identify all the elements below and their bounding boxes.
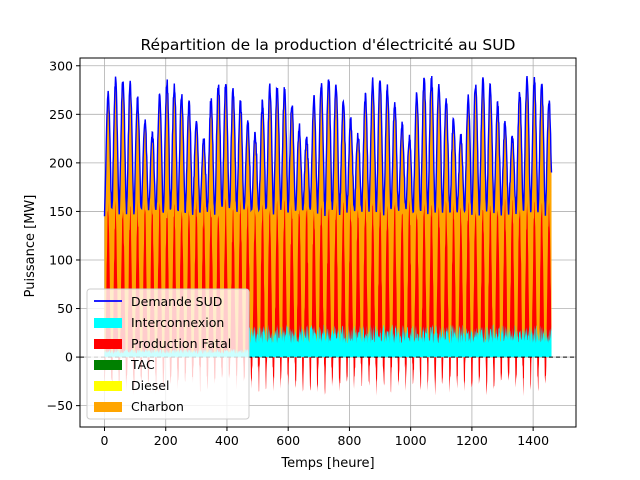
line-demande-sud [103,75,553,217]
y-tick-label: 250 [49,107,73,122]
x-tick-label: 1400 [517,433,549,448]
x-tick-label: 1200 [456,433,488,448]
y-tick-label: 100 [49,252,73,267]
legend-label-production-fatal: Production Fatal [131,336,231,351]
x-tick-label: 1000 [395,433,427,448]
legend: Demande SUD Interconnexion Production Fa… [86,288,250,420]
x-axis-title: Temps [heure] [280,456,374,471]
x-axis-ticks: 0 200 400 600 800 1000 1200 1400 [101,427,549,448]
legend-swatch-interconnexion [94,318,122,328]
x-tick-label: 600 [276,433,300,448]
legend-label-charbon: Charbon [131,399,184,414]
legend-label-interconnexion: Interconnexion [131,315,224,330]
y-axis-ticks: −50 0 50 100 150 200 250 300 [47,58,80,413]
x-tick-label: 400 [215,433,239,448]
legend-frame [86,288,250,420]
x-tick-label: 200 [154,433,178,448]
legend-swatch-diesel [94,381,122,391]
x-tick-label: 800 [338,433,362,448]
legend-swatch-charbon [94,402,122,412]
y-axis-title: Puissance [MW] [23,195,38,298]
y-tick-label: 0 [65,350,73,365]
legend-label-tac: TAC [130,357,155,372]
legend-label-diesel: Diesel [131,378,169,393]
y-tick-label: 200 [49,155,73,170]
y-tick-label: 300 [49,58,73,73]
legend-swatch-production-fatal [94,339,122,349]
chart-title: Répartition de la production d'électrici… [140,36,515,54]
y-tick-label: 50 [57,301,73,316]
y-tick-label: 150 [49,204,73,219]
x-tick-label: 0 [101,433,109,448]
plot-frame [79,57,577,428]
legend-label-demande-sud: Demande SUD [131,294,222,309]
area-interconnexion [104,324,552,358]
legend-swatch-tac [94,360,122,370]
y-tick-label: −50 [47,398,73,413]
